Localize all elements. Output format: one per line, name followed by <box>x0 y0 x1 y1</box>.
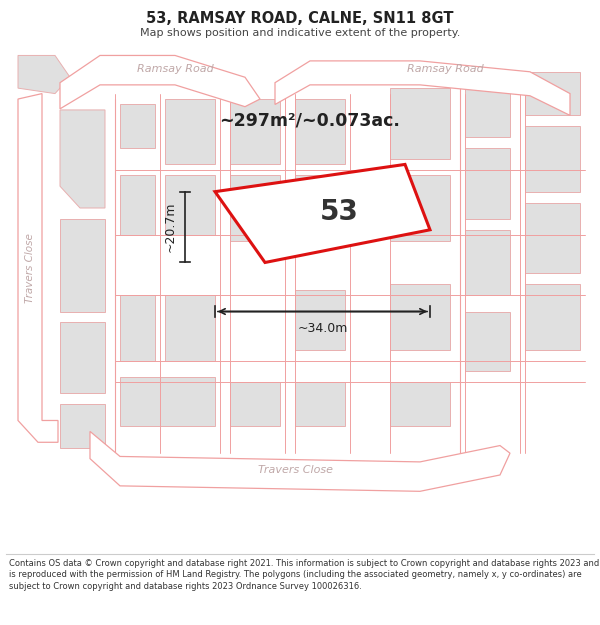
Polygon shape <box>525 202 580 273</box>
Text: 53: 53 <box>319 198 358 226</box>
Polygon shape <box>120 175 155 235</box>
Polygon shape <box>120 104 155 148</box>
Polygon shape <box>230 382 280 426</box>
Text: Ramsay Road: Ramsay Road <box>137 64 214 74</box>
Polygon shape <box>465 82 510 137</box>
Polygon shape <box>120 377 215 426</box>
Polygon shape <box>60 56 260 109</box>
Polygon shape <box>60 219 105 311</box>
Polygon shape <box>525 126 580 192</box>
Polygon shape <box>465 148 510 219</box>
Polygon shape <box>120 295 155 361</box>
Polygon shape <box>295 290 345 349</box>
Polygon shape <box>60 322 105 393</box>
Polygon shape <box>295 99 345 164</box>
Text: ~34.0m: ~34.0m <box>298 322 347 336</box>
Polygon shape <box>525 72 580 116</box>
Polygon shape <box>390 382 450 426</box>
Polygon shape <box>60 404 105 448</box>
Text: ~20.7m: ~20.7m <box>164 202 177 252</box>
Polygon shape <box>465 230 510 295</box>
Text: Travers Close: Travers Close <box>25 233 35 303</box>
Text: ~297m²/~0.073ac.: ~297m²/~0.073ac. <box>220 112 400 130</box>
Polygon shape <box>90 431 510 491</box>
Polygon shape <box>390 284 450 349</box>
Polygon shape <box>390 175 450 241</box>
Polygon shape <box>60 110 105 208</box>
Text: Map shows position and indicative extent of the property.: Map shows position and indicative extent… <box>140 28 460 38</box>
Polygon shape <box>165 175 215 235</box>
Polygon shape <box>18 94 58 442</box>
Text: 53, RAMSAY ROAD, CALNE, SN11 8GT: 53, RAMSAY ROAD, CALNE, SN11 8GT <box>146 11 454 26</box>
Polygon shape <box>165 99 215 164</box>
Text: Contains OS data © Crown copyright and database right 2021. This information is : Contains OS data © Crown copyright and d… <box>9 559 599 591</box>
Polygon shape <box>18 56 70 94</box>
Polygon shape <box>465 311 510 371</box>
Polygon shape <box>230 175 280 241</box>
Polygon shape <box>295 175 345 241</box>
Polygon shape <box>525 284 580 349</box>
Polygon shape <box>275 61 570 116</box>
Text: Ramsay Road: Ramsay Road <box>407 64 484 74</box>
Polygon shape <box>390 88 450 159</box>
Text: Travers Close: Travers Close <box>257 464 332 474</box>
Polygon shape <box>215 164 430 262</box>
Polygon shape <box>165 295 215 361</box>
Polygon shape <box>295 382 345 426</box>
Polygon shape <box>230 99 280 164</box>
